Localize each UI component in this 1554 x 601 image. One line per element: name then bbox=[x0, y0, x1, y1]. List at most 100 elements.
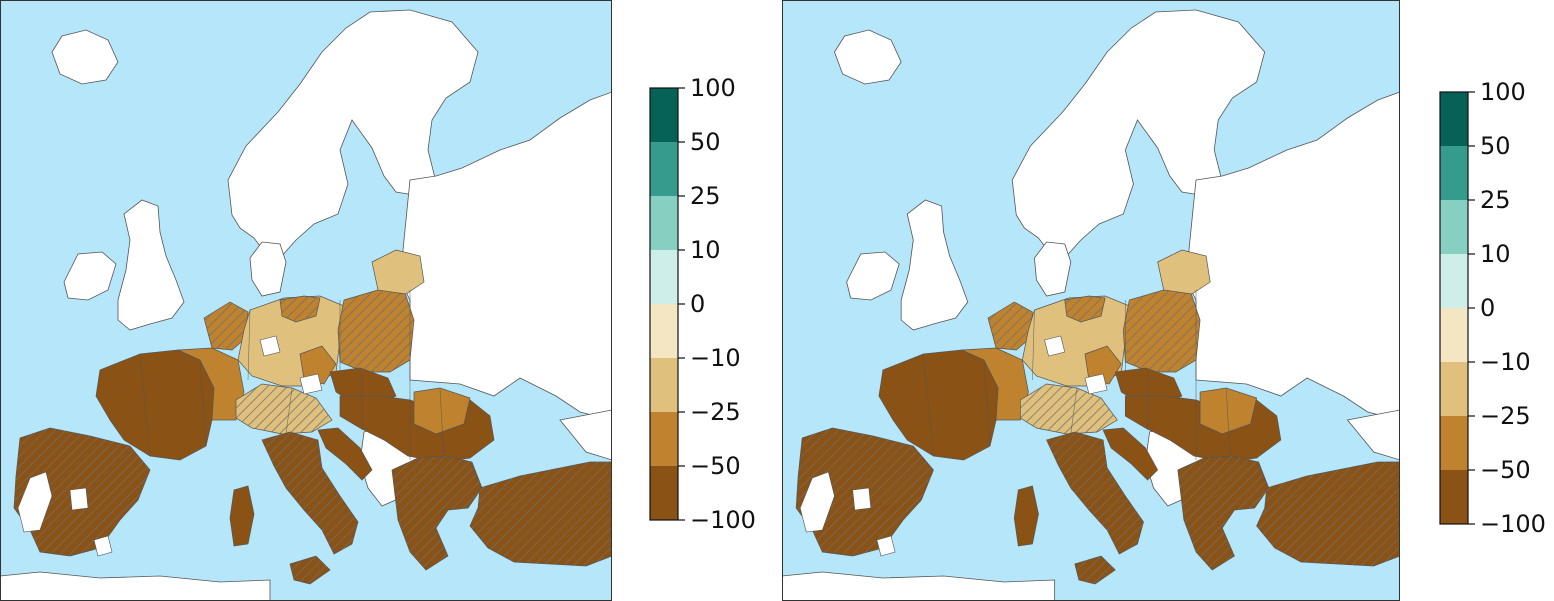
colorbar-segment bbox=[1440, 362, 1468, 416]
map-region-hatch bbox=[1020, 384, 1118, 434]
map-region bbox=[413, 387, 471, 435]
map-panel-right: 100 50 25 10 0 −10 −25 −50 −100 bbox=[782, 0, 1554, 601]
land-region-no-data bbox=[1346, 409, 1400, 461]
country-border bbox=[1256, 461, 1270, 489]
colorbar-tick-label: 10 bbox=[1480, 240, 1511, 268]
land-region-no-data bbox=[846, 251, 900, 301]
colorbar-segment bbox=[1440, 254, 1468, 308]
colorbar-segment bbox=[650, 142, 678, 196]
no-data-region bbox=[259, 335, 281, 357]
no-data-region bbox=[299, 373, 323, 395]
map-region bbox=[177, 347, 245, 421]
colorbar-tick-label: −100 bbox=[1480, 510, 1546, 538]
land-region-no-data bbox=[782, 571, 1056, 601]
country-border bbox=[469, 461, 483, 489]
country-border bbox=[1070, 387, 1078, 435]
colorbar-tick-label: −50 bbox=[1480, 456, 1531, 484]
colorbar-segment bbox=[1440, 416, 1468, 470]
country-border bbox=[983, 359, 991, 447]
colorbar-tick-label: −10 bbox=[1480, 348, 1531, 376]
map-region-hatch bbox=[280, 296, 320, 322]
map-region bbox=[1084, 345, 1122, 385]
no-data-region bbox=[17, 471, 53, 533]
map-region-hatch bbox=[1177, 456, 1269, 570]
map-region bbox=[299, 345, 337, 385]
land-region-no-data bbox=[51, 29, 119, 85]
colorbar-tick-label: −10 bbox=[690, 344, 741, 372]
colorbar-tick-label: 100 bbox=[1480, 82, 1526, 106]
colorbar-segment bbox=[1440, 146, 1468, 200]
colorbar-tick-label: 50 bbox=[1480, 132, 1511, 160]
map-region bbox=[1199, 387, 1258, 435]
map-region-hatch bbox=[1123, 290, 1201, 372]
map-region-hatch bbox=[1046, 432, 1144, 554]
map-region-hatch bbox=[236, 384, 332, 434]
country-border bbox=[199, 359, 207, 447]
map-panel-left: 100 50 25 10 0 −10 −25 −50 −100 bbox=[0, 0, 756, 601]
country-border bbox=[247, 309, 251, 381]
country-border bbox=[1226, 389, 1231, 461]
colorbar-segment bbox=[650, 304, 678, 358]
land-region-no-data bbox=[117, 199, 185, 331]
land-region-no-data bbox=[63, 251, 117, 301]
map-region bbox=[961, 347, 1029, 421]
map-region bbox=[1102, 427, 1159, 481]
colorbar-tick-label: 25 bbox=[690, 182, 721, 210]
no-data-region bbox=[1084, 373, 1108, 395]
colorbar-tick-label: 0 bbox=[690, 290, 705, 318]
colorbar-segment bbox=[650, 358, 678, 412]
map-region-hatch bbox=[1074, 556, 1116, 584]
colorbar-tick-label: −25 bbox=[1480, 402, 1531, 430]
land-region-no-data bbox=[900, 199, 969, 331]
country-border bbox=[1032, 309, 1035, 381]
colorbar-tick-label: 50 bbox=[690, 128, 721, 156]
map-region bbox=[1013, 485, 1039, 547]
colorbar-segment bbox=[650, 412, 678, 466]
europe-map-right bbox=[782, 0, 1400, 601]
map-region bbox=[229, 485, 255, 547]
colorbar-segment bbox=[650, 466, 678, 520]
map-region bbox=[371, 249, 425, 295]
land-region-no-data bbox=[0, 571, 271, 601]
map-region bbox=[317, 427, 373, 481]
map-region-hatch bbox=[338, 290, 414, 372]
colorbar-tick-label: −100 bbox=[690, 506, 756, 534]
map-region-hatch bbox=[262, 432, 358, 554]
map-region-hatch bbox=[470, 462, 612, 566]
map-region-hatch bbox=[988, 302, 1033, 350]
no-data-region bbox=[93, 535, 113, 557]
colorbar-segment bbox=[1440, 92, 1468, 146]
land-region-no-data bbox=[249, 241, 287, 297]
colorbar-tick-label: 100 bbox=[690, 78, 736, 102]
colorbar-segment bbox=[1440, 308, 1468, 362]
colorbar-tick-label: −50 bbox=[690, 452, 741, 480]
no-data-region bbox=[69, 487, 89, 511]
colorbar-segment bbox=[650, 250, 678, 304]
country-border bbox=[285, 387, 293, 435]
colorbar-tick-label: 25 bbox=[1480, 186, 1511, 214]
colorbar-tick-label: −25 bbox=[690, 398, 741, 426]
map-region-hatch bbox=[290, 556, 330, 584]
colorbar-tick-label: 10 bbox=[690, 236, 721, 264]
map-region bbox=[1157, 249, 1211, 295]
colorbar-tick-label: 0 bbox=[1480, 294, 1495, 322]
europe-map-left bbox=[0, 0, 612, 601]
land-region-no-data bbox=[834, 29, 902, 85]
colorbar-segment bbox=[650, 196, 678, 250]
no-data-region bbox=[799, 471, 835, 533]
map-region-hatch bbox=[392, 456, 482, 570]
land-region-no-data bbox=[1034, 241, 1072, 297]
land-region-no-data bbox=[559, 409, 612, 461]
colorbar-segment bbox=[650, 88, 678, 142]
no-data-region bbox=[1044, 335, 1066, 357]
colorbar-segment bbox=[1440, 200, 1468, 254]
map-region-hatch bbox=[1064, 296, 1106, 322]
colorbar-segment bbox=[1440, 470, 1468, 524]
no-data-region bbox=[876, 535, 896, 557]
country-border bbox=[923, 353, 934, 457]
no-data-region bbox=[852, 487, 872, 511]
map-region-hatch bbox=[204, 302, 248, 350]
country-border bbox=[139, 353, 151, 457]
